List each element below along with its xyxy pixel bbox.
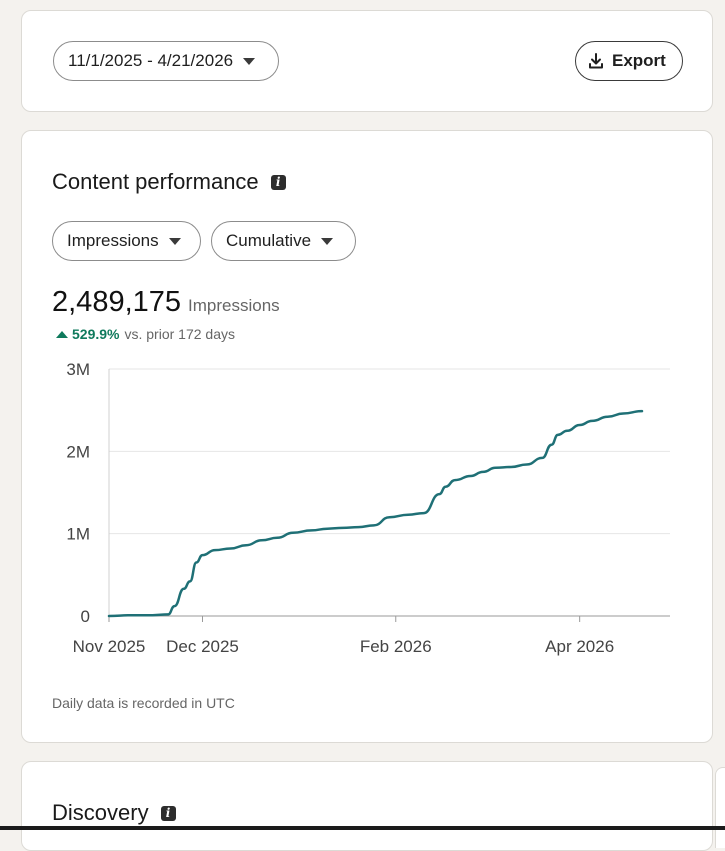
metric-label: Impressions: [67, 231, 159, 250]
caret-down-icon: [168, 237, 181, 245]
content-performance-card: Content performance i Impressions Cumula…: [21, 130, 713, 743]
mode-label: Cumulative: [226, 231, 312, 250]
series-line-impressions: [107, 409, 644, 618]
mode-dropdown[interactable]: Cumulative: [211, 221, 356, 261]
total-metric: 2,489,175 Impressions: [52, 286, 280, 319]
impressions-line-chart: 0 1M 2M 3M Nov 2025 Dec 2025 Feb 2026 Apr 2026: [66, 360, 670, 656]
footnote: Daily data is recorded in UTC: [52, 695, 235, 711]
content-performance-title: Content performance: [52, 169, 259, 194]
adjacent-card-edge: [715, 767, 725, 848]
caret-down-icon: [243, 57, 256, 65]
y-tick-label: 1M: [66, 525, 90, 544]
x-tick-label: Nov 2025: [73, 637, 146, 656]
export-button[interactable]: Export: [575, 41, 683, 81]
total-unit: Impressions: [188, 296, 280, 315]
download-icon: [589, 53, 603, 69]
change-indicator: 529.9% vs. prior 172 days: [56, 326, 235, 342]
date-range-label: 11/1/2025 - 4/21/2026: [68, 51, 234, 70]
arrow-up-icon: [56, 330, 68, 338]
filter-card: 11/1/2025 - 4/21/2026 Export: [21, 10, 713, 112]
discovery-title: Discovery: [52, 800, 149, 825]
discovery-card: Discovery i: [21, 761, 713, 851]
date-range-dropdown[interactable]: 11/1/2025 - 4/21/2026: [53, 41, 279, 81]
y-tick-label: 2M: [66, 442, 90, 461]
info-icon[interactable]: i: [160, 805, 176, 821]
section-title: Content performance i: [52, 169, 286, 195]
info-icon[interactable]: i: [270, 174, 286, 190]
y-tick-label: 3M: [66, 360, 90, 379]
total-value: 2,489,175: [52, 286, 182, 318]
change-label: vs. prior 172 days: [124, 326, 235, 342]
section-title: Discovery i: [52, 800, 176, 826]
x-tick-label: Feb 2026: [360, 637, 432, 656]
caret-down-icon: [321, 237, 334, 245]
change-percent: 529.9%: [72, 326, 120, 342]
x-tick-label: Dec 2025: [166, 637, 239, 656]
x-tick-label: Apr 2026: [545, 637, 614, 656]
window-bottom-bar: [0, 826, 725, 830]
y-tick-label: 0: [81, 607, 90, 626]
metric-dropdown[interactable]: Impressions: [52, 221, 201, 261]
export-label: Export: [612, 51, 666, 70]
